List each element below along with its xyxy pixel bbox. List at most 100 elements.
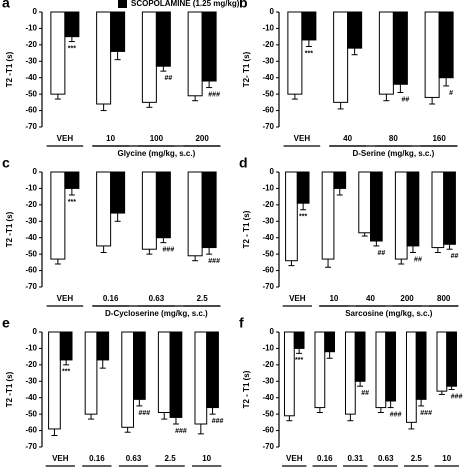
x-tick-label: 200: [195, 134, 209, 143]
x-tick-label: 0.16: [89, 454, 105, 463]
bar: [333, 11, 349, 103]
bar: [155, 11, 171, 67]
bar: [293, 331, 305, 349]
significance-label: ***: [305, 50, 313, 57]
y-tick-label: -70: [25, 442, 37, 451]
y-tick-label: 0: [33, 327, 38, 336]
y-tick-label: 0: [270, 167, 275, 176]
y-tick-label: -30: [262, 56, 274, 65]
y-tick-label: -60: [262, 266, 274, 275]
y-tick-label: -20: [262, 40, 274, 49]
x-tick-label: 40: [366, 294, 375, 303]
bar: [187, 11, 203, 97]
bar: [285, 171, 298, 262]
y-tick-label: -70: [262, 442, 274, 451]
y-tick-label: -60: [262, 426, 274, 435]
y-tick-label: -40: [262, 393, 274, 402]
bar: [375, 331, 387, 409]
y-tick-label: -60: [25, 266, 37, 275]
significance-label: ###: [208, 91, 220, 98]
y-tick-label: -10: [25, 24, 37, 33]
y-tick-label: 0: [33, 7, 38, 16]
significance-label: ##: [361, 390, 369, 397]
y-tick-label: 0: [270, 327, 275, 336]
bar: [96, 11, 112, 105]
bar: [50, 11, 66, 95]
bar: [415, 331, 427, 400]
bar: [287, 11, 303, 95]
x-tick-label: 80: [389, 134, 398, 143]
y-tick-label: -10: [25, 184, 37, 193]
significance-label: #: [449, 90, 453, 97]
y-tick-label: -50: [262, 249, 274, 258]
x-tick-label: VEH: [57, 134, 74, 143]
panel-letter: a: [2, 0, 10, 11]
bar: [344, 331, 356, 415]
significance-label: ###: [390, 411, 402, 418]
panel-letter: f: [239, 315, 244, 331]
significance-label: ###: [175, 428, 187, 435]
significance-label: ###: [451, 393, 463, 400]
bar: [296, 171, 310, 204]
x-tick-label: 800: [437, 294, 451, 303]
bar: [84, 331, 98, 415]
x-tick-label: VEH: [286, 454, 303, 463]
bar: [301, 11, 317, 41]
significance-label: ***: [62, 369, 70, 376]
bar: [121, 331, 135, 428]
significance-label: ***: [299, 214, 307, 221]
x-tick-label: 0.31: [347, 454, 363, 463]
bar: [370, 171, 383, 242]
y-axis-label: T2- T1 (s): [242, 51, 251, 87]
bar: [194, 331, 208, 425]
bar: [157, 331, 171, 413]
bar: [436, 331, 448, 392]
bar: [64, 11, 80, 38]
x-axis-label: D-Cycloserine (mg/kg, s.c.): [105, 309, 208, 318]
x-tick-label: 0.63: [378, 454, 394, 463]
bar: [169, 331, 183, 418]
bar: [405, 331, 417, 423]
x-tick-label: 10: [106, 134, 115, 143]
x-tick-label: 2.5: [165, 454, 177, 463]
bar: [324, 331, 336, 353]
significance-label: ###: [208, 258, 220, 265]
panel-letter: c: [2, 155, 10, 171]
significance-label: ***: [68, 199, 76, 206]
y-tick-label: -70: [262, 122, 274, 131]
bar: [50, 171, 66, 260]
x-tick-label: 40: [343, 134, 352, 143]
significance-label: ##: [414, 256, 422, 263]
y-tick-label: 0: [33, 167, 38, 176]
significance-label: ***: [68, 45, 76, 52]
y-tick-label: 0: [270, 7, 275, 16]
y-tick-label: -40: [25, 73, 37, 82]
bar: [347, 11, 363, 49]
y-tick-label: -50: [25, 409, 37, 418]
significance-label: ***: [295, 357, 303, 364]
bar: [110, 171, 126, 214]
y-tick-label: -20: [262, 360, 274, 369]
x-tick-label: 0.16: [317, 454, 333, 463]
y-tick-label: -70: [25, 122, 37, 131]
x-tick-label: 2.5: [411, 454, 423, 463]
legend-swatch: [118, 0, 127, 8]
y-tick-label: -70: [262, 282, 274, 291]
bar: [314, 331, 326, 409]
y-tick-label: -50: [262, 89, 274, 98]
bar: [206, 331, 219, 409]
y-tick-label: -20: [25, 360, 37, 369]
bar: [333, 171, 347, 189]
bar: [283, 331, 295, 417]
bar: [354, 331, 366, 382]
x-tick-label: 10: [329, 294, 338, 303]
bar: [378, 11, 394, 95]
x-tick-label: VEH: [289, 294, 306, 303]
y-tick-label: -40: [262, 73, 274, 82]
bar: [48, 331, 61, 430]
bar: [64, 171, 80, 189]
y-tick-label: -30: [262, 376, 274, 385]
panel-letter: d: [239, 155, 248, 171]
significance-label: ###: [139, 410, 151, 417]
